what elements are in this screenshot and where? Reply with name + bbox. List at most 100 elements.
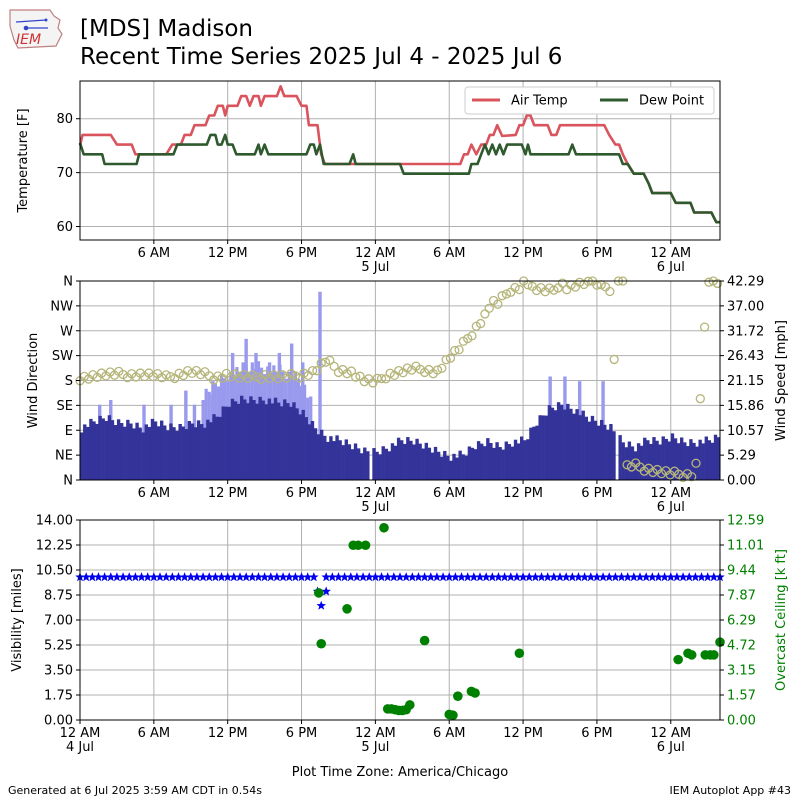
visibility-star	[641, 572, 651, 582]
wind-speed-bar	[89, 418, 93, 480]
wind-speed-bar	[516, 443, 521, 480]
visibility-star	[204, 572, 214, 582]
wind-speed-bar	[196, 420, 201, 480]
wind-speed-ytick-label: 15.86	[727, 399, 764, 414]
wind-speed-bar	[649, 443, 653, 480]
wind-speed-bar	[538, 415, 542, 480]
visibility-star	[456, 572, 467, 582]
wind-direction-ytick-label: SE	[57, 399, 73, 414]
wind-speed-bar	[227, 406, 232, 480]
wind-speed-bar	[212, 414, 216, 480]
wind-speed-bar	[80, 432, 84, 480]
visibility-star	[487, 572, 498, 582]
wind-speed-bar	[452, 453, 456, 480]
ceiling-point	[709, 650, 719, 660]
ceiling-ytick-label: 11.01	[727, 539, 764, 554]
wind-speed-bar	[449, 460, 453, 480]
wind-speed-ytick-label: 5.29	[727, 449, 756, 464]
wind-direction-point	[454, 345, 464, 355]
visibility-star	[506, 572, 516, 582]
wind-direction-point	[699, 322, 710, 332]
visibility-star	[321, 572, 331, 582]
visibility-star	[93, 572, 104, 582]
visibility-star	[666, 572, 676, 582]
visibility-star	[555, 572, 565, 582]
iem-logo: IEM	[9, 9, 63, 49]
ceiling-point	[379, 522, 389, 533]
wind-direction-point	[691, 458, 701, 468]
wind-speed-bar	[363, 447, 367, 480]
ceiling-ytick-label: 6.29	[727, 614, 756, 629]
ceiling-axis-label: Overcast Ceiling [k ft]	[774, 549, 789, 691]
wind-direction-point	[325, 355, 335, 366]
wind-speed-bar	[569, 408, 573, 480]
wind-speed-bar	[172, 427, 176, 480]
wind-speed-ytick-label: 0.00	[727, 474, 756, 489]
visibility-star	[413, 572, 424, 582]
wind-speed-ytick-label: 21.15	[727, 374, 764, 389]
visibility-grid	[80, 519, 720, 721]
wind-speed-bar	[86, 426, 90, 480]
visibility-star	[192, 572, 202, 582]
wind-speed-bar	[560, 404, 564, 480]
wind-speed-bar	[203, 427, 207, 480]
visibility-star	[229, 572, 239, 582]
wind-speed-bar	[193, 427, 198, 480]
wind-speed-bar	[572, 413, 576, 480]
temperature-legend: Air Temp Dew Point	[464, 86, 715, 115]
visibility-star	[142, 572, 153, 582]
wind-direction-point	[346, 366, 357, 376]
visibility-star	[444, 572, 454, 582]
wind-speed-bar	[501, 449, 505, 480]
wind-xtick-label: 6 AM	[138, 486, 171, 501]
wind-speed-bar	[563, 409, 567, 480]
visibility-xtick-label: 12 AM	[60, 726, 101, 741]
wind-direction-point	[484, 303, 494, 313]
wind-speed-bar	[436, 451, 441, 480]
wind-speed-bar	[240, 395, 244, 480]
wind-speed-bar	[107, 415, 112, 480]
wind-speed-bar	[710, 442, 715, 480]
wind-direction-point	[609, 354, 619, 365]
visibility-star	[382, 572, 393, 582]
wind-speed-bar	[473, 449, 478, 480]
wind-speed-bar	[415, 438, 419, 480]
wind-speed-bar	[440, 456, 444, 480]
wind-direction-point	[376, 373, 387, 384]
ceiling-point	[360, 540, 371, 551]
wind-speed-bar	[338, 440, 342, 480]
wind-speed-bar	[113, 425, 118, 480]
visibility-star	[167, 572, 178, 582]
wind-speed-bar	[98, 415, 102, 480]
wind-speed-bar	[289, 406, 293, 480]
visibility-star	[530, 572, 541, 582]
visibility-star	[536, 572, 547, 582]
wind-speed-bar	[378, 454, 382, 480]
wind-speed-bar	[664, 438, 668, 480]
ceiling-point	[686, 650, 697, 660]
wind-speed-bar	[692, 442, 696, 480]
visibility-ytick-label: 12.25	[36, 539, 73, 554]
ceiling-ytick-label: 12.59	[727, 514, 764, 529]
wind-speed-bar	[181, 426, 185, 480]
wind-direction-point	[514, 284, 525, 295]
wind-direction-point	[161, 370, 171, 380]
wind-speed-bar	[553, 410, 558, 480]
visibility-star	[629, 572, 639, 582]
wind-direction-point	[213, 371, 223, 381]
visibility-star	[395, 572, 405, 582]
wind-speed-ytick-label: 42.29	[727, 275, 764, 290]
wind-speed-bar	[246, 403, 250, 480]
visibility-star	[333, 572, 344, 582]
wind-speed-bar	[166, 430, 170, 480]
wind-direction-axis-label: Wind Direction	[26, 333, 41, 429]
wind-speed-bar	[301, 409, 305, 480]
visibility-ytick-label: 14.00	[36, 514, 73, 529]
wind-speed-bar	[655, 440, 659, 480]
visibility-star	[635, 572, 645, 582]
generated-note: Generated at 6 Jul 2025 3:59 AM CDT in 0…	[8, 784, 262, 797]
wind-direction-point	[394, 365, 404, 376]
wind-speed-bar	[446, 455, 450, 480]
visibility-star	[266, 572, 276, 582]
visibility-star	[106, 572, 116, 582]
